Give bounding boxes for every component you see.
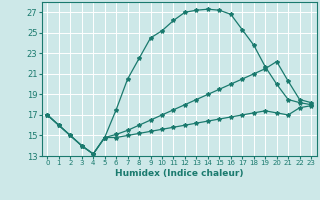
X-axis label: Humidex (Indice chaleur): Humidex (Indice chaleur) [115, 169, 244, 178]
